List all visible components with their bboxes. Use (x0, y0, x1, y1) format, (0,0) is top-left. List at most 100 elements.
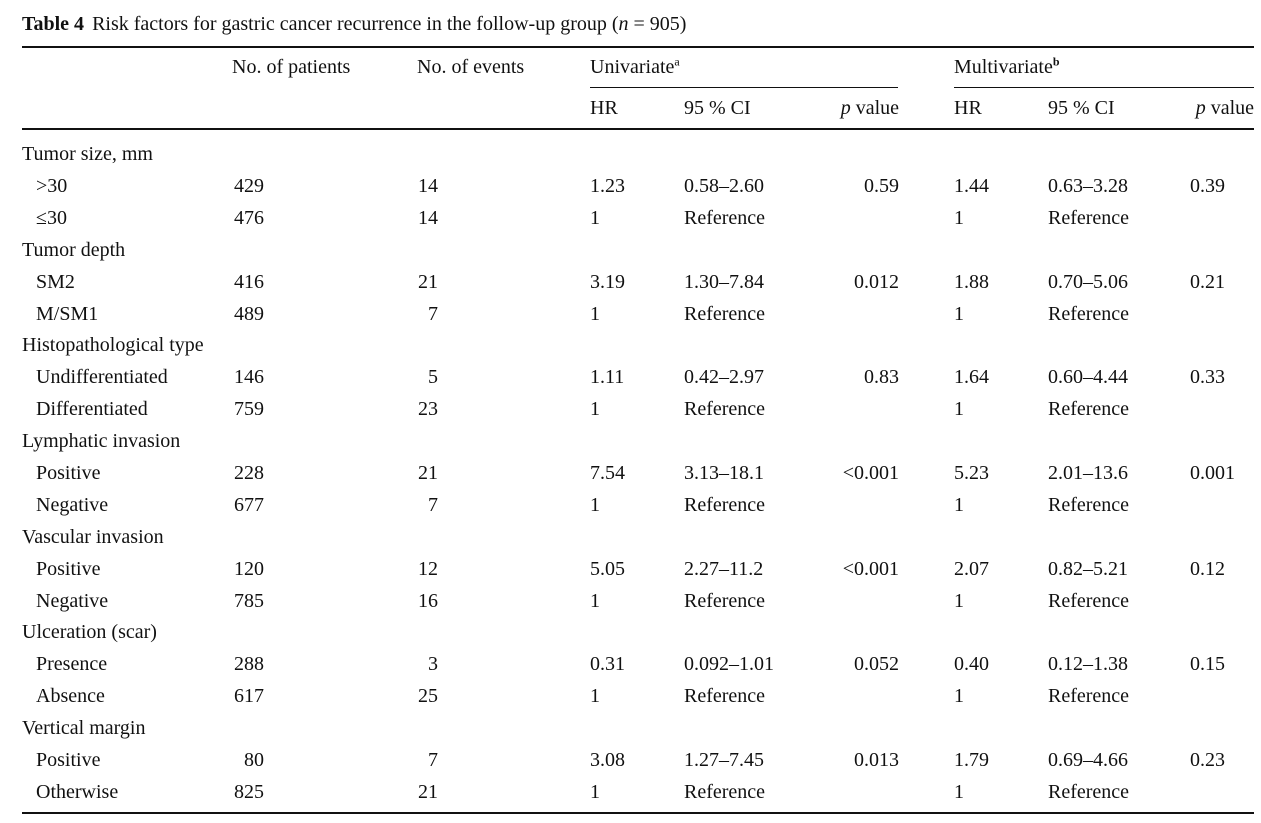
univariate-rule (590, 87, 898, 88)
cell-univariate-hr: 1 (590, 590, 600, 612)
cell-univariate-p: 0.013 (854, 749, 899, 771)
cell-multivariate-hr: 1.64 (954, 366, 989, 388)
cell-univariate-ci: Reference (684, 781, 766, 803)
row-label: Negative (36, 590, 109, 612)
group-title: Lymphatic invasion (22, 430, 181, 452)
cell-multivariate-ci: 0.69–4.66 (1048, 749, 1128, 771)
cell-univariate-ci: 0.42–2.97 (684, 366, 764, 388)
cell-events: 16 (418, 590, 438, 612)
cell-univariate-hr: 3.19 (590, 271, 625, 293)
header-m-p-italic: p (1195, 97, 1206, 119)
cell-multivariate-ci: Reference (1048, 398, 1130, 420)
cell-multivariate-p: 0.23 (1190, 749, 1225, 771)
cell-multivariate-ci: 0.82–5.21 (1048, 558, 1128, 580)
caption-n-value: = 905) (628, 13, 687, 35)
cell-univariate-ci: 1.27–7.45 (684, 749, 764, 771)
cell-patients: 617 (234, 685, 264, 707)
cell-multivariate-hr: 1 (954, 685, 964, 707)
cell-multivariate-p: 0.21 (1190, 271, 1225, 293)
cell-events: 14 (418, 175, 438, 197)
cell-multivariate-ci: Reference (1048, 303, 1130, 325)
cell-multivariate-ci: Reference (1048, 781, 1130, 803)
cell-univariate-p: <0.001 (842, 462, 899, 484)
row-label: SM2 (36, 271, 75, 293)
cell-patients: 80 (244, 749, 264, 771)
cell-multivariate-hr: 1 (954, 494, 964, 516)
cell-univariate-hr: 1.23 (590, 175, 625, 197)
header-univariate-label: Univariate (590, 56, 675, 78)
cell-patients: 416 (234, 271, 264, 293)
cell-multivariate-ci: 2.01–13.6 (1048, 462, 1128, 484)
row-label: Otherwise (36, 781, 119, 803)
cell-multivariate-hr: 1 (954, 781, 964, 803)
group-title: Tumor depth (22, 239, 126, 261)
header-rule (22, 128, 1254, 130)
cell-events: 14 (418, 207, 438, 229)
cell-patients: 288 (234, 653, 264, 675)
cell-univariate-hr: 1 (590, 781, 600, 803)
cell-univariate-hr: 1.11 (590, 366, 625, 388)
cell-multivariate-hr: 1.79 (954, 749, 989, 771)
header-multivariate-label: Multivariate (954, 56, 1053, 78)
cell-multivariate-ci: Reference (1048, 207, 1130, 229)
row-label: Positive (36, 462, 101, 484)
cell-univariate-hr: 0.31 (590, 653, 625, 675)
row-label: Differentiated (36, 398, 148, 420)
header-events: No. of events (417, 56, 525, 78)
top-rule (22, 46, 1254, 48)
cell-univariate-ci: 0.092–1.01 (684, 653, 774, 675)
row-label: M/SM1 (36, 303, 99, 325)
cell-multivariate-hr: 1 (954, 590, 964, 612)
caption-text: Risk factors for gastric cancer recurren… (92, 13, 619, 35)
cell-univariate-ci: 1.30–7.84 (684, 271, 764, 293)
cell-multivariate-hr: 1 (954, 303, 964, 325)
table-label: Table 4 (22, 13, 85, 35)
cell-multivariate-hr: 2.07 (954, 558, 989, 580)
cell-multivariate-p: 0.33 (1190, 366, 1225, 388)
cell-univariate-ci: 3.13–18.1 (684, 462, 764, 484)
cell-patients: 677 (234, 494, 264, 516)
cell-univariate-ci: Reference (684, 398, 766, 420)
cell-multivariate-p: 0.39 (1190, 175, 1225, 197)
header-m-p-rest: value (1205, 97, 1254, 119)
row-label: >30 (36, 175, 68, 197)
cell-multivariate-hr: 1.88 (954, 271, 989, 293)
group-title: Ulceration (scar) (22, 621, 157, 643)
multivariate-rule (954, 87, 1254, 88)
footnote-a-marker: a (674, 54, 680, 69)
cell-events: 12 (418, 558, 438, 580)
header-u-p: p value (841, 96, 899, 120)
cell-multivariate-hr: 1.44 (954, 175, 989, 197)
cell-univariate-p: <0.001 (842, 558, 899, 580)
cell-univariate-hr: 7.54 (590, 462, 625, 484)
cell-patients: 429 (234, 175, 264, 197)
cell-patients: 476 (234, 207, 264, 229)
cell-multivariate-ci: Reference (1048, 590, 1130, 612)
cell-patients: 146 (234, 366, 264, 388)
group-title: Tumor size, mm (22, 143, 153, 165)
cell-events: 23 (418, 398, 438, 420)
cell-univariate-hr: 1 (590, 685, 600, 707)
cell-multivariate-ci: 0.70–5.06 (1048, 271, 1128, 293)
header-m-ci: 95 % CI (1048, 97, 1115, 119)
row-label: ≤30 (36, 207, 67, 229)
header-m-hr: HR (954, 97, 982, 119)
cell-univariate-ci: Reference (684, 494, 766, 516)
cell-multivariate-p: 0.001 (1190, 462, 1235, 484)
header-u-p-italic: p (840, 97, 851, 119)
row-label: Undifferentiated (36, 366, 168, 388)
group-title: Vertical margin (22, 717, 146, 739)
cell-multivariate-hr: 1 (954, 398, 964, 420)
cell-univariate-ci: 2.27–11.2 (684, 558, 764, 580)
header-univariate: Univariatea (590, 55, 680, 79)
cell-multivariate-hr: 1 (954, 207, 964, 229)
cell-events: 21 (418, 462, 438, 484)
cell-univariate-p: 0.052 (854, 653, 899, 675)
header-u-p-rest: value (850, 97, 899, 119)
cell-events: 7 (428, 303, 438, 325)
cell-patients: 489 (234, 303, 264, 325)
cell-univariate-ci: Reference (684, 685, 766, 707)
cell-multivariate-ci: 0.60–4.44 (1048, 366, 1128, 388)
cell-events: 21 (418, 781, 438, 803)
cell-univariate-hr: 1 (590, 398, 600, 420)
